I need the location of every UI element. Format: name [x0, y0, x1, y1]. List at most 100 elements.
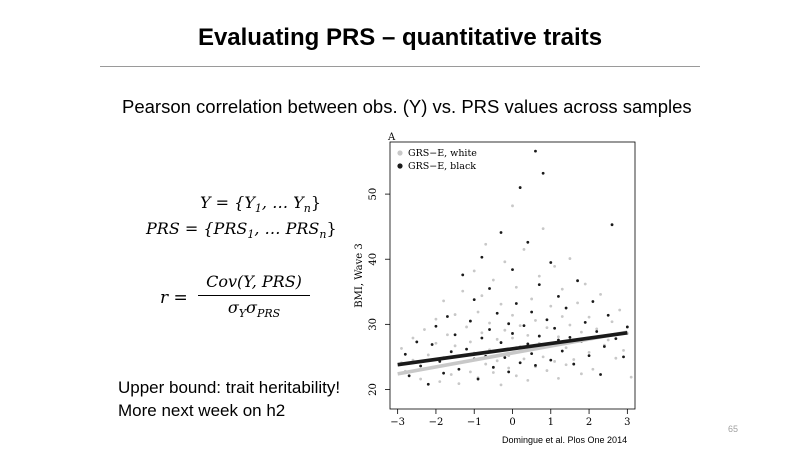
point-black: [568, 335, 572, 339]
y-tick-label: 40: [368, 253, 379, 266]
point-black: [625, 325, 629, 329]
point-white: [595, 327, 599, 331]
point-white: [514, 285, 518, 289]
point-white: [629, 375, 633, 379]
point-white: [438, 380, 442, 384]
equation-r-numerator: Cov(Y, PRS): [198, 272, 310, 296]
point-black: [426, 382, 430, 386]
point-white: [553, 360, 557, 363]
point-black: [491, 365, 495, 369]
point-white: [526, 334, 530, 337]
point-white: [530, 297, 534, 301]
point-black: [622, 355, 625, 359]
panel-label: A: [387, 132, 396, 143]
point-black: [560, 349, 564, 353]
point-black: [495, 311, 499, 315]
point-white: [618, 308, 622, 312]
point-white: [599, 292, 602, 296]
plot-frame: A: [387, 132, 636, 410]
point-white: [453, 313, 457, 316]
point-black: [545, 318, 549, 322]
eq-equals: =: [215, 193, 230, 212]
point-white: [511, 204, 514, 208]
point-black: [407, 374, 411, 378]
eq-y-mid: , … Y: [261, 193, 304, 212]
point-black: [602, 345, 606, 348]
point-white: [591, 367, 595, 371]
point-black: [606, 313, 610, 317]
sigma-y-sub: Y: [238, 307, 247, 321]
point-white: [491, 278, 495, 282]
point-black: [434, 324, 438, 328]
point-black: [499, 341, 503, 344]
point-white: [572, 358, 576, 361]
point-black: [415, 340, 419, 344]
equation-prs-definition: PRS = {PRS1, … PRSn}: [146, 219, 337, 241]
y-tick-label: 20: [368, 383, 379, 396]
point-white: [576, 301, 579, 305]
point-black: [503, 356, 507, 359]
point-white: [614, 356, 618, 360]
point-white: [434, 341, 438, 345]
x-tick-label: −2: [429, 417, 444, 428]
point-white: [484, 242, 488, 246]
point-black: [610, 223, 614, 227]
point-black: [476, 377, 480, 381]
fit-lines: [397, 330, 628, 376]
page-number: 65: [728, 424, 739, 434]
point-white: [537, 274, 541, 278]
x-tick-label: 1: [548, 417, 554, 428]
point-white: [426, 353, 430, 357]
x-tick-label: 3: [624, 417, 630, 428]
point-white: [587, 315, 591, 319]
point-black: [599, 373, 602, 376]
point-black: [453, 333, 457, 337]
point-white: [434, 317, 438, 321]
point-white: [499, 383, 503, 387]
point-white: [495, 337, 499, 341]
point-white: [553, 264, 557, 268]
point-black: [488, 287, 491, 290]
point-black: [530, 352, 534, 356]
series-white: [400, 204, 633, 387]
point-white: [545, 326, 549, 329]
equation-r-lhs: r =: [160, 288, 188, 308]
y-tick-label: 30: [368, 318, 379, 331]
point-white: [499, 302, 503, 306]
x-tick-label: 0: [509, 417, 515, 428]
point-white: [468, 340, 472, 344]
point-white: [545, 369, 549, 372]
eq-prs-mid: , … PRS: [254, 219, 320, 238]
eq-prs-set-open: {PRS: [203, 219, 248, 238]
eq-prs-subn: n: [319, 228, 327, 242]
point-black: [526, 240, 530, 244]
eq-prs-lhs: PRS: [146, 219, 180, 238]
point-white: [610, 320, 614, 324]
point-white: [495, 359, 499, 363]
x-tick-label: −1: [467, 417, 482, 428]
point-white: [568, 323, 572, 327]
point-white: [491, 371, 495, 374]
eq-y-lhs: Y: [200, 193, 211, 212]
point-black: [534, 363, 537, 367]
point-black: [430, 343, 434, 346]
point-white: [541, 227, 545, 231]
point-white: [442, 299, 445, 303]
point-white: [557, 335, 560, 339]
point-white: [468, 370, 472, 374]
x-tick-label: 2: [586, 417, 592, 428]
slide-title: Evaluating PRS – quantitative traits: [197, 24, 603, 51]
point-white: [423, 328, 426, 331]
equation-r-denominator: σYσPRS: [198, 296, 310, 320]
point-black: [461, 273, 465, 277]
eq-y-sub1: 1: [254, 202, 262, 216]
point-white: [622, 348, 625, 352]
point-black: [511, 268, 514, 272]
point-black: [480, 336, 484, 340]
point-white: [507, 366, 511, 370]
point-black: [595, 330, 599, 333]
point-white: [511, 313, 514, 317]
point-black: [564, 306, 568, 310]
point-black: [480, 255, 484, 259]
point-white: [453, 344, 457, 348]
